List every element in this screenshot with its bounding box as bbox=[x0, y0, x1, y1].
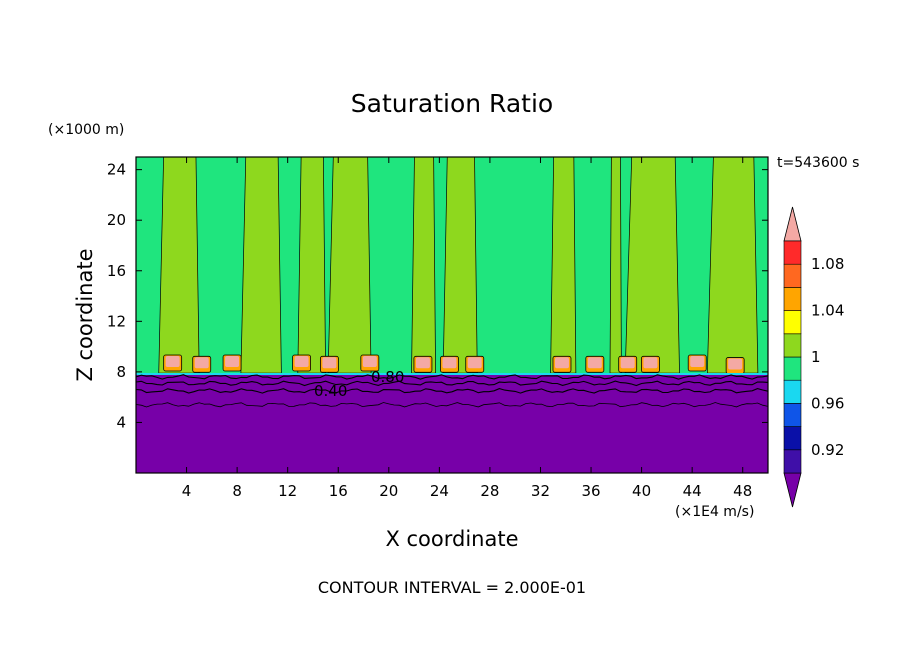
y-axis-ticks: 4 8 12 16 20 24 bbox=[107, 161, 768, 431]
plot-frame bbox=[135, 156, 769, 474]
cloud-cell bbox=[415, 357, 430, 369]
colorbar-bin bbox=[783, 403, 802, 427]
lower-dry-layer bbox=[136, 374, 768, 473]
y-unit-label: (×1000 m) bbox=[48, 122, 124, 138]
x-tick-label: 28 bbox=[480, 482, 499, 500]
contour-line bbox=[136, 374, 768, 380]
saturated-column bbox=[442, 157, 478, 374]
y-axis-label: Z coordinate bbox=[73, 248, 97, 381]
colorbar-label: 1.08 bbox=[811, 255, 844, 273]
colorbar-bin bbox=[783, 310, 802, 335]
saturated-column bbox=[706, 157, 759, 374]
x-tick-label: 24 bbox=[430, 482, 449, 500]
cloud-cell bbox=[620, 357, 635, 369]
x-axis-label: X coordinate bbox=[385, 527, 518, 551]
y-tick-label: 12 bbox=[107, 312, 126, 330]
cloud-cell bbox=[362, 356, 377, 368]
colorbar-upper-arrow bbox=[783, 206, 802, 242]
x-tick-label: 8 bbox=[232, 482, 242, 500]
cloud-cell bbox=[467, 357, 482, 369]
colorbar-label: 1 bbox=[811, 348, 821, 366]
colorbar-bin bbox=[783, 263, 802, 288]
saturated-column bbox=[327, 157, 372, 374]
plot-area bbox=[136, 157, 768, 473]
x-tick-label: 48 bbox=[733, 482, 752, 500]
cloud-cells bbox=[163, 354, 745, 374]
y-tick-label: 4 bbox=[116, 413, 126, 431]
colorbar-bin bbox=[783, 333, 802, 358]
x-tick-label: 44 bbox=[683, 482, 702, 500]
cloud-cell bbox=[165, 356, 180, 368]
x-tick-label: 4 bbox=[182, 482, 192, 500]
saturated-column bbox=[411, 157, 436, 374]
cloud-cell bbox=[728, 358, 743, 370]
saturated-column bbox=[624, 157, 680, 374]
y-tick-label: 16 bbox=[107, 262, 126, 280]
cloud-cell bbox=[194, 357, 209, 369]
cloud-cell bbox=[587, 357, 602, 369]
colorbar-bin bbox=[783, 426, 802, 451]
x-unit-label: (×1E4 m/s) bbox=[675, 504, 754, 520]
cloud-cell bbox=[322, 357, 337, 369]
contour-label-0-80: 0.80 bbox=[371, 368, 404, 386]
colorbar-lower-arrow bbox=[783, 472, 802, 508]
y-tick-label: 24 bbox=[107, 161, 126, 179]
cloud-cell bbox=[225, 356, 240, 368]
contour-line bbox=[136, 388, 768, 394]
cloud-cell bbox=[294, 356, 309, 368]
x-tick-label: 16 bbox=[329, 482, 348, 500]
colorbar-label: 0.96 bbox=[811, 394, 844, 412]
colorbar-bin bbox=[783, 449, 802, 474]
x-tick-label: 20 bbox=[379, 482, 398, 500]
saturated-columns bbox=[158, 157, 759, 374]
x-tick-label: 36 bbox=[581, 482, 600, 500]
saturated-column bbox=[158, 157, 200, 374]
y-tick-label: 8 bbox=[116, 363, 126, 381]
colorbar-label: 0.92 bbox=[811, 441, 844, 459]
contour-lines bbox=[136, 374, 768, 408]
x-axis-ticks: 4 8 12 16 20 24 28 32 36 40 44 48 bbox=[182, 157, 752, 500]
saturated-column bbox=[240, 157, 282, 374]
colorbar-bin bbox=[783, 379, 802, 404]
cloud-cell bbox=[442, 357, 457, 369]
contour-line bbox=[136, 380, 768, 387]
contour-label-0-40: 0.40 bbox=[314, 382, 347, 400]
cloud-cell bbox=[643, 357, 658, 369]
x-tick-label: 12 bbox=[278, 482, 297, 500]
cloud-cell bbox=[554, 357, 569, 369]
saturated-column bbox=[297, 157, 326, 374]
x-tick-label: 32 bbox=[531, 482, 550, 500]
contour-interval-footer: CONTOUR INTERVAL = 2.000E-01 bbox=[318, 578, 586, 597]
contour-line bbox=[136, 402, 768, 408]
time-label: t=543600 s bbox=[777, 155, 859, 171]
saturated-column bbox=[550, 157, 577, 374]
cloud-cell bbox=[690, 356, 705, 368]
colorbar-bin bbox=[783, 240, 802, 265]
saturated-column bbox=[609, 157, 622, 374]
x-tick-label: 40 bbox=[632, 482, 651, 500]
colorbar-bin bbox=[783, 287, 802, 311]
colorbar-label: 1.04 bbox=[811, 302, 844, 320]
colorbar-bin bbox=[783, 356, 802, 381]
y-tick-label: 20 bbox=[107, 211, 126, 229]
colorbar: 1.08 1.04 1 0.96 0.92 bbox=[783, 206, 844, 508]
chart-title: Saturation Ratio bbox=[351, 89, 553, 118]
